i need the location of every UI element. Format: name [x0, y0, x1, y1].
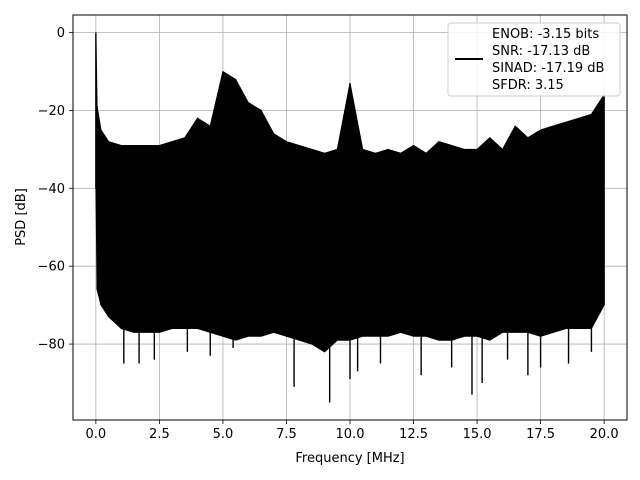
legend-entry-enob: ENOB: -3.15 bits — [492, 27, 599, 42]
y-tick-label: 0 — [57, 26, 65, 41]
psd-series — [95, 32, 605, 403]
x-tick-label: 17.5 — [526, 427, 555, 442]
y-tick-label: −60 — [38, 260, 65, 275]
x-axis-label: Frequency [MHz] — [295, 451, 404, 466]
y-axis: 0 −20 −40 −60 −80 — [38, 26, 73, 353]
x-axis: 0.0 2.5 5.0 7.5 10.0 12.5 15.0 17.5 20.0 — [86, 420, 619, 442]
x-tick-label: 0.0 — [86, 427, 107, 442]
x-tick-label: 2.5 — [149, 427, 170, 442]
y-tick-label: −40 — [38, 182, 65, 197]
legend: ENOB: -3.15 bits SNR: -17.13 dB SINAD: -… — [447, 22, 621, 97]
y-tick-label: −20 — [38, 104, 65, 119]
x-tick-label: 7.5 — [276, 427, 297, 442]
legend-box — [447, 22, 621, 97]
x-tick-label: 5.0 — [213, 427, 234, 442]
legend-entry-snr: SNR: -17.13 dB — [492, 44, 590, 59]
x-tick-label: 20.0 — [590, 427, 619, 442]
y-tick-label: −80 — [38, 338, 65, 353]
x-tick-label: 12.5 — [399, 427, 428, 442]
legend-entry-sinad: SINAD: -17.19 dB — [492, 61, 604, 76]
y-axis-label: PSD [dB] — [14, 188, 29, 246]
legend-entry-sfdr: SFDR: 3.15 — [492, 78, 564, 93]
x-tick-label: 10.0 — [336, 427, 365, 442]
x-tick-label: 15.0 — [463, 427, 492, 442]
